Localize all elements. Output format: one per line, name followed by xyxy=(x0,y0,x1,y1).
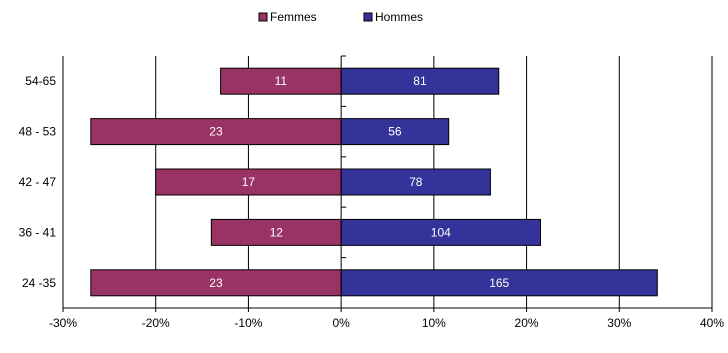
bar-hommes-1 xyxy=(340,118,450,146)
legend: Femmes Hommes xyxy=(258,10,423,24)
legend-swatch-hommes xyxy=(363,12,373,22)
category-label-3: 36 - 41 xyxy=(19,225,57,239)
data-label-hommes-0: 81 xyxy=(413,74,427,88)
data-label-femmes-2: 17 xyxy=(242,175,256,189)
x-tick-label-5: 20% xyxy=(515,316,539,330)
x-tick-label-6: 30% xyxy=(607,316,631,330)
x-tick-label-1: -20% xyxy=(142,316,170,330)
category-label-0: 54-65 xyxy=(25,74,56,88)
data-label-hommes-2: 78 xyxy=(409,175,423,189)
bar-femmes-4 xyxy=(90,269,342,297)
data-label-femmes-1: 23 xyxy=(209,125,223,139)
data-label-hommes-4: 165 xyxy=(489,276,509,290)
legend-swatch-femmes xyxy=(258,12,268,22)
bar-femmes-3 xyxy=(210,218,342,246)
x-axis: -30% -20% -10% 0% 10% 20% 30% 40% xyxy=(49,307,724,330)
category-label-1: 48 - 53 xyxy=(19,125,57,139)
bar-femmes-0 xyxy=(220,67,342,95)
data-label-hommes-1: 56 xyxy=(388,125,402,139)
y-axis: 54-65 48 - 53 42 - 47 36 - 41 24 -35 xyxy=(19,74,57,290)
category-label-4: 24 -35 xyxy=(22,276,56,290)
x-tick-label-7: 40% xyxy=(700,316,724,330)
x-tick-label-2: -10% xyxy=(234,316,262,330)
x-tick-label-3: 0% xyxy=(332,316,350,330)
bar-hommes-0 xyxy=(340,67,500,95)
legend-label-femmes: Femmes xyxy=(270,10,317,24)
x-tick-label-4: 10% xyxy=(422,316,446,330)
data-label-hommes-3: 104 xyxy=(431,225,451,239)
bar-hommes-2 xyxy=(340,168,491,196)
bars: 11 23 17 12 23 81 56 78 104 165 xyxy=(90,67,658,297)
category-label-2: 42 - 47 xyxy=(19,175,57,189)
legend-label-hommes: Hommes xyxy=(375,10,423,24)
data-label-femmes-3: 12 xyxy=(270,225,284,239)
data-label-femmes-0: 11 xyxy=(275,74,288,88)
bar-femmes-1 xyxy=(90,118,342,146)
x-tick-label-0: -30% xyxy=(49,316,77,330)
bar-femmes-2 xyxy=(155,168,342,196)
bar-hommes-4 xyxy=(340,269,658,297)
data-label-femmes-4: 23 xyxy=(209,276,223,290)
plot-area: 11 23 17 12 23 81 56 78 104 165 -30% -20% -10% 0% 10%… xyxy=(19,55,724,330)
